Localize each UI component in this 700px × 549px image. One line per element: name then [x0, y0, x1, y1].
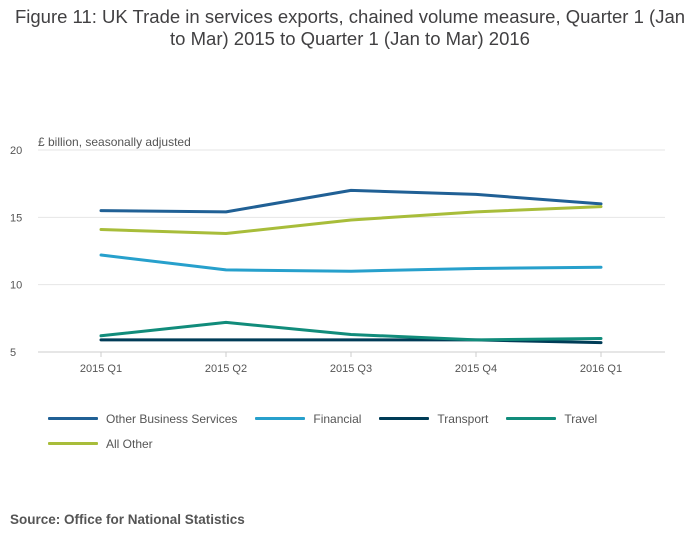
chart-title: Figure 11: UK Trade in services exports,…: [14, 6, 686, 49]
legend-label: Financial: [313, 411, 362, 426]
series-line-all-other: [99, 205, 603, 235]
legend-item-transport[interactable]: Transport: [379, 412, 488, 426]
legend-swatch: [48, 442, 98, 445]
legend-swatch: [48, 417, 98, 420]
legend-label: Other Business Services: [106, 411, 238, 426]
x-tick-label: 2015 Q2: [205, 363, 247, 375]
legend: Other Business Services Financial Transp…: [48, 406, 668, 456]
y-tick-label: 15: [10, 212, 22, 224]
legend-label: Travel: [564, 411, 598, 426]
legend-row: Other Business Services Financial Transp…: [48, 406, 668, 431]
y-axis-unit-label: £ billion, seasonally adjusted: [38, 135, 191, 149]
x-tick-label: 2015 Q4: [455, 363, 497, 375]
x-tick-label: 2016 Q1: [580, 363, 622, 375]
y-tick-label: 10: [10, 280, 22, 292]
legend-label: All Other: [106, 436, 153, 451]
series-line-other-business-services: [99, 188, 603, 214]
legend-swatch: [506, 417, 557, 420]
y-axis-ticks: 5 10 15 20: [10, 145, 22, 359]
legend-label: Transport: [437, 411, 489, 426]
x-axis-ticks: 2015 Q1 2015 Q2 2015 Q3 2015 Q4 2016 Q1: [80, 352, 622, 375]
line-chart: 5 10 15 20 2015 Q1 2015 Q2 2015 Q3 2015 Q4 2016…: [10, 145, 665, 375]
source-note: Source: Office for National Statistics: [10, 512, 245, 527]
series-line-travel: [99, 320, 603, 342]
x-tick-label: 2015 Q1: [80, 363, 122, 375]
y-tick-label: 20: [10, 145, 22, 157]
x-tick-label: 2015 Q3: [330, 363, 372, 375]
series-lines: [99, 188, 603, 345]
legend-item-all-other[interactable]: All Other: [48, 437, 153, 451]
legend-item-financial[interactable]: Financial: [255, 412, 361, 426]
legend-item-travel[interactable]: Travel: [506, 412, 597, 426]
gridlines: [38, 149, 665, 353]
legend-swatch: [255, 417, 306, 420]
legend-item-other-business-services[interactable]: Other Business Services: [48, 412, 237, 426]
series-line-financial: [99, 253, 603, 273]
y-tick-label: 5: [10, 347, 16, 359]
legend-row: All Other: [48, 431, 668, 456]
legend-swatch: [379, 417, 430, 420]
